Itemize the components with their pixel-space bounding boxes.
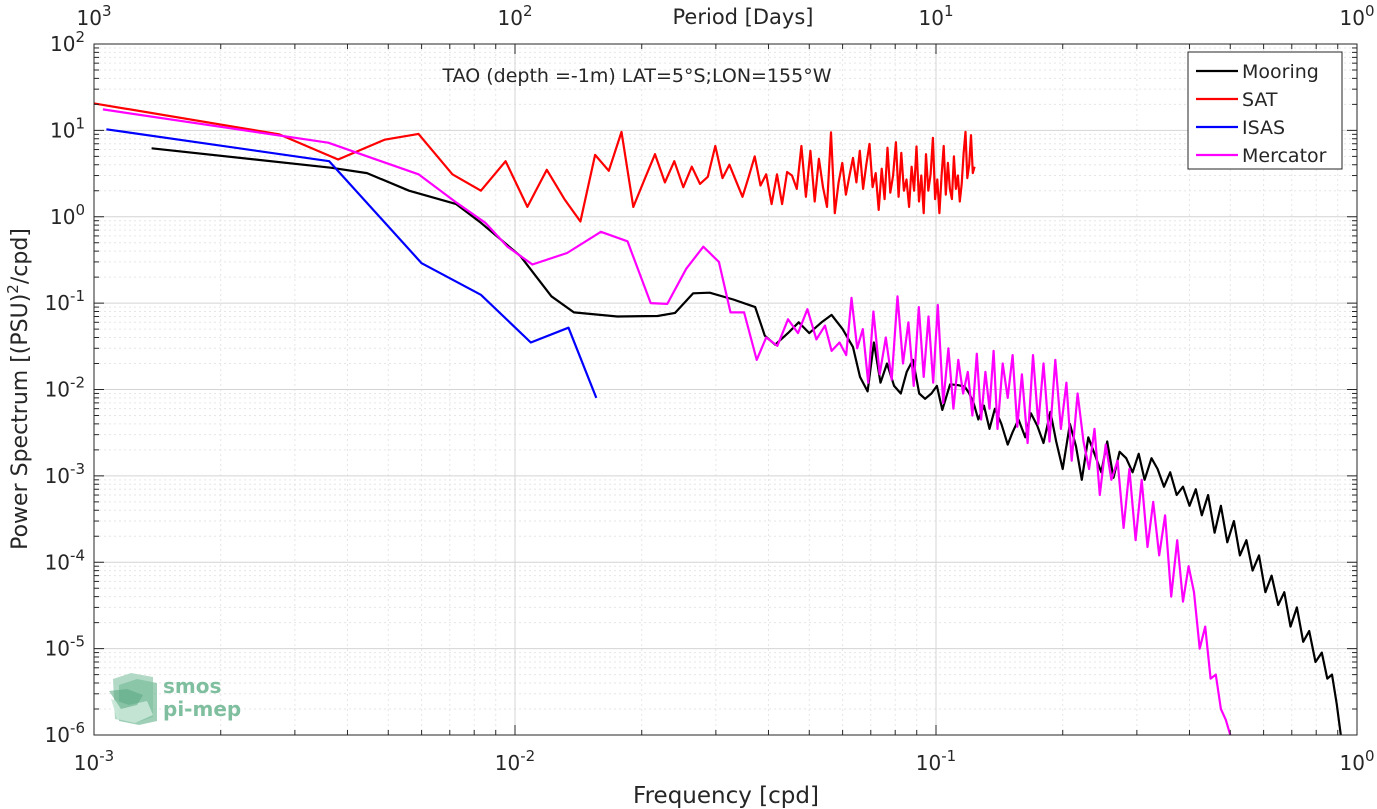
y-tick-label: 10-6 <box>45 719 85 747</box>
y-tick-label: 10-3 <box>45 460 85 488</box>
top-axis-label: Period [Days] <box>673 5 814 29</box>
y-tick-label: 101 <box>50 114 85 142</box>
y-tick-label: 10-4 <box>45 546 85 574</box>
y-axis-label-superscript: 2 <box>4 284 22 294</box>
series-line-mercator <box>102 108 1232 735</box>
y-axis-label: Power Spectrum [(PSU)2/cpd] <box>4 228 33 550</box>
legend: Mooring SAT ISAS Mercator <box>1187 51 1343 170</box>
logo-text-smos: smos <box>163 674 221 698</box>
top-tick-label: 102 <box>498 2 533 30</box>
x-tick-label: 10-3 <box>74 747 114 775</box>
y-tick-label: 100 <box>50 201 85 229</box>
top-tick-label: 101 <box>919 2 954 30</box>
x-tick-label: 100 <box>1340 747 1375 775</box>
y-tick-label: 10-5 <box>45 633 85 661</box>
legend-label-sat: SAT <box>1242 89 1278 111</box>
y-tick-label: 10-2 <box>45 374 85 402</box>
legend-label-isas: ISAS <box>1242 117 1285 139</box>
logo-text-pi-mep: pi-mep <box>163 697 241 721</box>
top-tick-label: 103 <box>77 2 112 30</box>
chart-title: TAO (depth =-1m) LAT=5°S;LON=155°W <box>441 65 831 87</box>
x-tick-label: 10-2 <box>495 747 535 775</box>
top-tick-label: 100 <box>1340 2 1375 30</box>
series-layer <box>94 102 1342 735</box>
y-axis-label-main: Power Spectrum [(PSU) <box>8 294 33 550</box>
smos-pi-mep-logo: smos pi-mep <box>109 673 241 725</box>
y-tick-label: 10-1 <box>45 287 85 315</box>
series-line-mooring <box>151 147 1342 735</box>
axis-ticks <box>93 43 1358 736</box>
x-axis-label: Frequency [cpd] <box>633 783 819 809</box>
series-line-sat <box>94 102 976 223</box>
legend-label-mercator: Mercator <box>1242 145 1327 167</box>
series-line-isas <box>106 128 598 399</box>
x-tick-label: 10-1 <box>916 747 956 775</box>
legend-label-mooring: Mooring <box>1242 61 1319 83</box>
y-tick-label: 102 <box>50 28 85 56</box>
y-axis-label-suffix: /cpd] <box>8 228 33 284</box>
